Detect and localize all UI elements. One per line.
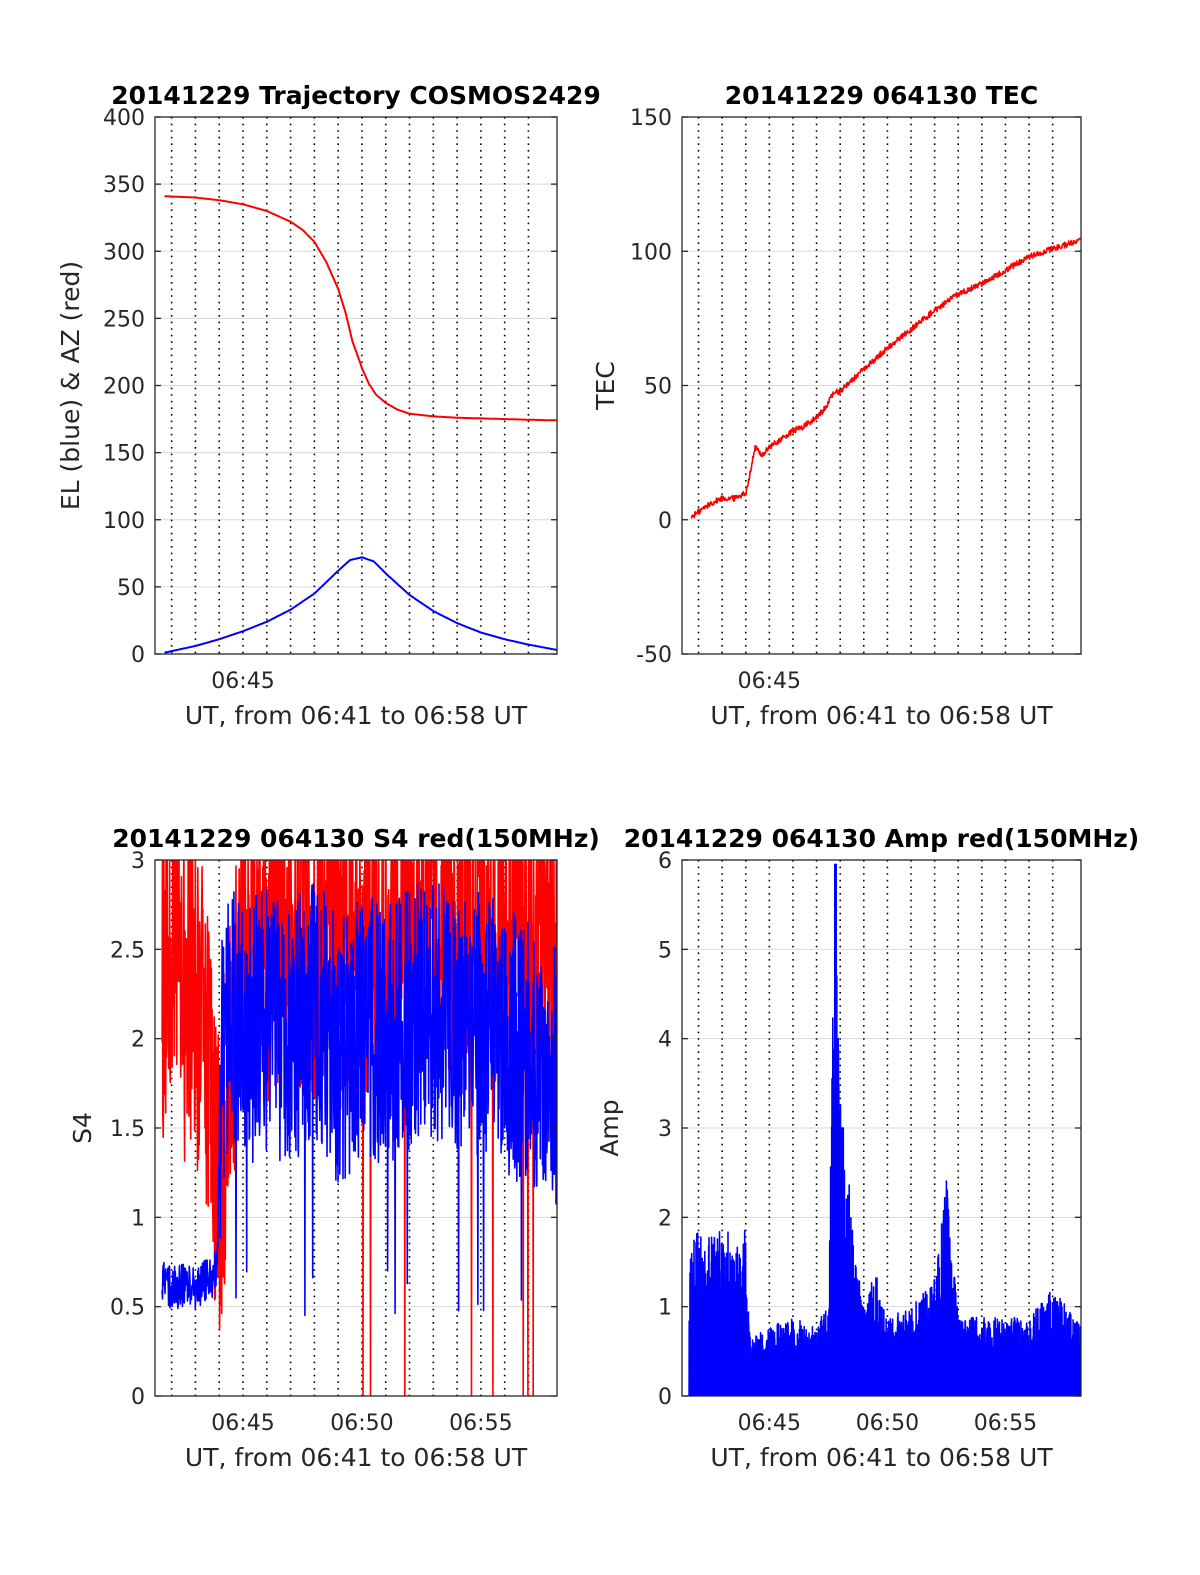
y-tick-label: 50 [644,375,672,400]
s4-series-blue-line [161,883,557,1317]
y-tick-label: 0.5 [110,1296,145,1321]
trajectory-series-red-line [164,195,557,422]
x-tick-label: 06:45 [738,1411,801,1436]
y-axis-label: Amp [595,1099,624,1156]
chart-title: 20141229 064130 Amp red(150MHz) [624,824,1140,853]
y-tick-label: 0 [658,509,672,534]
series-group [161,860,557,1396]
y-tick-label: 350 [103,173,145,198]
y-tick-label: 1.5 [110,1117,145,1142]
y-tick-label: 200 [103,375,145,400]
amp-panel: 0 1 2 3 4 5 6 06:45 06:50 06:55 20141229 064130 Am… [595,824,1139,1472]
y-tick-label: 400 [103,106,145,131]
chart-title: 20141229 064130 S4 red(150MHz) [112,824,600,853]
x-axis-label: UT, from 06:41 to 06:58 UT [185,701,528,730]
y-axis-label: S4 [68,1112,97,1144]
trajectory-series-blue-line [164,556,557,654]
y-tick-label: 1 [658,1296,672,1321]
y-tick-label: 6 [658,849,672,874]
y-tick-label: 2 [658,1206,672,1231]
y-tick-label: 0 [658,1385,672,1410]
x-axis-label: UT, from 06:41 to 06:58 UT [185,1443,528,1472]
y-tick-label: 300 [103,240,145,265]
y-tick-label: 0 [131,643,145,668]
y-tick-label: 150 [103,442,145,467]
y-axis-label: EL (blue) & AZ (red) [56,261,85,510]
x-tick-label: 06:55 [974,1411,1037,1436]
y-tick-label: 1 [131,1206,145,1231]
s4-panel: 0 0.5 1 1.5 2 2.5 3 06:45 06:50 06:55 20141229 064… [68,824,600,1472]
y-tick-label: 100 [103,509,145,534]
x-axis-label: UT, from 06:41 to 06:58 UT [710,1443,1053,1472]
y-tick-label: 150 [630,106,672,131]
x-tick-label: 06:55 [449,1411,512,1436]
y-axis-label: TEC [591,361,620,411]
chart-title: 20141229 064130 TEC [725,81,1038,110]
chart-title: 20141229 Trajectory COSMOS2429 [111,81,601,110]
x-axis-label: UT, from 06:41 to 06:58 UT [710,701,1053,730]
y-tick-label: 3 [658,1117,672,1142]
series-group [164,195,557,654]
y-tick-label: 100 [630,240,672,265]
y-tick-label: 0 [131,1385,145,1410]
y-tick-label: 250 [103,307,145,332]
y-tick-label: 5 [658,938,672,963]
x-tick-label: 06:45 [738,669,801,694]
series-group [690,237,1081,519]
y-tick-label: 3 [131,849,145,874]
series-group [688,863,1081,1396]
y-tick-label: 4 [658,1028,672,1053]
x-tick-label: 06:45 [211,669,274,694]
tec-panel: -50 0 50 100 150 06:45 20141229 064130 TEC UT, … [591,81,1082,730]
x-tick-label: 06:45 [211,1411,274,1436]
y-tick-label: 2 [131,1028,145,1053]
y-tick-label: 50 [117,576,145,601]
y-tick-label: 2.5 [110,938,145,963]
x-tick-label: 06:50 [330,1411,393,1436]
x-tick-label: 06:50 [856,1411,919,1436]
y-tick-label: -50 [636,643,672,668]
trajectory-panel: 0 50 100 150 200 250 300 350 400 06:45 20141229 Tr… [56,81,601,730]
tec-series-red-line [690,237,1081,519]
amp-series-blue-line [688,863,1081,1396]
